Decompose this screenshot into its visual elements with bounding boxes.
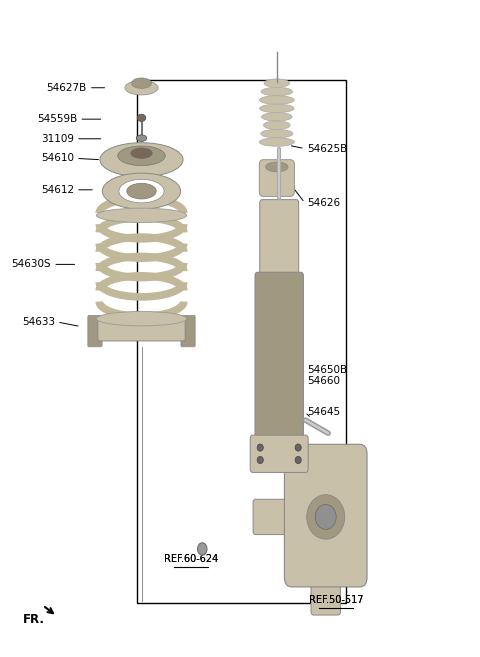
Ellipse shape xyxy=(307,495,345,539)
FancyBboxPatch shape xyxy=(285,444,367,587)
Ellipse shape xyxy=(295,457,301,464)
Ellipse shape xyxy=(260,104,294,112)
Ellipse shape xyxy=(259,96,294,104)
Ellipse shape xyxy=(119,179,164,203)
Ellipse shape xyxy=(264,79,289,87)
FancyBboxPatch shape xyxy=(181,315,195,347)
FancyBboxPatch shape xyxy=(311,567,340,615)
Text: FR.: FR. xyxy=(23,613,45,626)
Ellipse shape xyxy=(131,148,152,158)
Ellipse shape xyxy=(137,114,146,122)
Text: 54559B: 54559B xyxy=(37,114,77,124)
Ellipse shape xyxy=(265,162,288,172)
Ellipse shape xyxy=(118,146,165,166)
Text: REF.60-624: REF.60-624 xyxy=(164,554,218,564)
Ellipse shape xyxy=(261,129,293,138)
Ellipse shape xyxy=(295,444,301,451)
Text: 54610: 54610 xyxy=(41,153,74,164)
Ellipse shape xyxy=(257,444,264,451)
FancyBboxPatch shape xyxy=(259,160,294,196)
Text: 54630S: 54630S xyxy=(12,260,51,269)
Text: 54660: 54660 xyxy=(307,376,340,386)
Ellipse shape xyxy=(132,78,152,89)
Ellipse shape xyxy=(96,311,187,326)
Ellipse shape xyxy=(198,543,207,555)
Ellipse shape xyxy=(127,183,156,199)
FancyBboxPatch shape xyxy=(88,315,102,347)
Text: 54645: 54645 xyxy=(307,407,340,417)
Ellipse shape xyxy=(136,135,147,141)
Text: REF.60-624: REF.60-624 xyxy=(164,554,218,564)
Text: 54627B: 54627B xyxy=(47,83,87,93)
Ellipse shape xyxy=(125,81,158,95)
Text: 54650B: 54650B xyxy=(307,365,347,374)
Ellipse shape xyxy=(96,208,187,223)
FancyBboxPatch shape xyxy=(255,272,303,445)
FancyBboxPatch shape xyxy=(98,316,185,341)
Text: REF.50-517: REF.50-517 xyxy=(309,595,363,605)
Text: 31109: 31109 xyxy=(41,134,74,144)
Text: 54633: 54633 xyxy=(22,317,55,327)
Ellipse shape xyxy=(257,457,264,464)
Text: REF.50-517: REF.50-517 xyxy=(309,595,363,605)
Ellipse shape xyxy=(315,505,336,530)
FancyBboxPatch shape xyxy=(253,499,296,535)
FancyBboxPatch shape xyxy=(260,200,299,283)
Ellipse shape xyxy=(261,87,292,96)
Text: 54626: 54626 xyxy=(307,198,340,208)
Ellipse shape xyxy=(102,173,180,209)
FancyBboxPatch shape xyxy=(250,435,308,472)
Text: 54612: 54612 xyxy=(41,185,74,195)
Text: 54625B: 54625B xyxy=(307,144,347,154)
Ellipse shape xyxy=(100,143,183,177)
Ellipse shape xyxy=(259,138,294,147)
Bar xyxy=(137,80,346,603)
Ellipse shape xyxy=(264,121,290,129)
Ellipse shape xyxy=(262,112,292,121)
